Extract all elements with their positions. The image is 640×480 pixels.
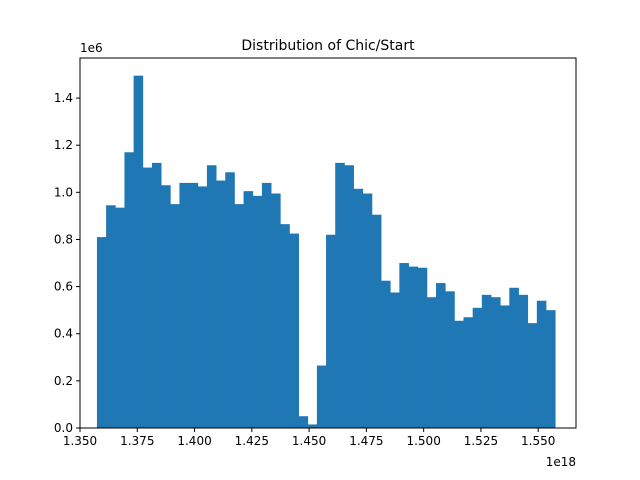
x-tick-label: 1.350	[63, 434, 97, 448]
histogram-bar	[335, 162, 345, 428]
histogram-bars	[96, 75, 556, 428]
x-tick-label: 1.475	[349, 434, 383, 448]
y-axis-offset-label: 1e6	[80, 41, 103, 55]
y-tick-label: 0.0	[54, 421, 73, 435]
histogram-bar	[106, 205, 116, 428]
histogram-bar	[289, 233, 299, 428]
histogram-bar	[170, 204, 180, 428]
histogram-bar	[472, 307, 483, 428]
histogram-bar	[362, 193, 373, 428]
plot-frame	[79, 57, 577, 429]
histogram-bar	[133, 75, 144, 428]
histogram-bar	[500, 305, 510, 428]
x-axis-ticks: 1.350 1.375 1.400 1.425 1.450 1.475 1.500 1.525…	[63, 428, 555, 448]
histogram-bar	[536, 300, 547, 428]
histogram-bar	[298, 416, 309, 428]
histogram-bar	[326, 234, 336, 428]
y-axis-ticks: 0.0 0.2 0.4 0.6 0.8 1.0 1.2 1.4	[54, 91, 80, 435]
histogram-bar	[463, 317, 474, 428]
histogram-bar	[316, 365, 327, 428]
chart-title: Distribution of Chic/Start	[241, 38, 415, 54]
histogram-bar	[197, 186, 208, 428]
histogram-bar	[399, 263, 409, 428]
histogram-bar	[161, 185, 171, 428]
y-tick-label: 1.2	[54, 138, 73, 152]
histogram-bar	[445, 291, 455, 428]
x-tick-label: 1.500	[406, 434, 440, 448]
histogram-bar	[390, 292, 400, 428]
histogram-bar	[436, 283, 446, 428]
histogram-bar	[527, 323, 538, 428]
x-tick-label: 1.375	[120, 434, 154, 448]
histogram-bar	[188, 182, 199, 428]
histogram-bar	[234, 204, 244, 428]
histogram-bar	[96, 237, 107, 428]
histogram-bar	[243, 191, 254, 428]
histogram-bar	[518, 294, 529, 428]
histogram-bar	[509, 287, 519, 428]
histogram-bar	[124, 152, 135, 428]
y-tick-label: 0.2	[54, 374, 73, 388]
x-tick-label: 1.550	[521, 434, 555, 448]
histogram-bar	[179, 182, 189, 428]
histogram-bar	[481, 294, 492, 428]
histogram-bar	[353, 188, 364, 428]
y-tick-label: 1.0	[54, 185, 73, 199]
histogram-bar	[261, 182, 272, 428]
x-tick-label: 1.400	[177, 434, 211, 448]
histogram-bar	[252, 195, 263, 428]
histogram-bar	[307, 424, 318, 428]
histogram-bar	[216, 180, 226, 428]
x-tick-label: 1.450	[292, 434, 326, 448]
histogram-bar	[545, 310, 556, 428]
histogram-bar	[344, 165, 354, 428]
y-tick-label: 0.4	[54, 327, 73, 341]
histogram-bar	[271, 193, 281, 428]
histogram-bar	[417, 267, 428, 428]
histogram-bar	[206, 165, 217, 428]
histogram-bar	[371, 214, 382, 428]
y-tick-label: 0.6	[54, 280, 73, 294]
histogram-bar	[408, 266, 419, 428]
histogram-bar	[115, 207, 125, 428]
y-tick-label: 1.4	[54, 91, 73, 105]
histogram-bar	[280, 224, 290, 428]
x-axis-offset-label: 1e18	[546, 455, 576, 469]
histogram-bar	[491, 297, 501, 428]
x-tick-label: 1.425	[235, 434, 269, 448]
x-tick-label: 1.525	[464, 434, 498, 448]
histogram-bar	[151, 162, 162, 428]
histogram-bar	[225, 172, 235, 428]
histogram-bar	[454, 320, 464, 428]
y-tick-label: 0.8	[54, 232, 73, 246]
histogram-bar	[142, 167, 153, 428]
histogram-bar	[426, 297, 437, 428]
histogram-bar	[381, 280, 391, 428]
